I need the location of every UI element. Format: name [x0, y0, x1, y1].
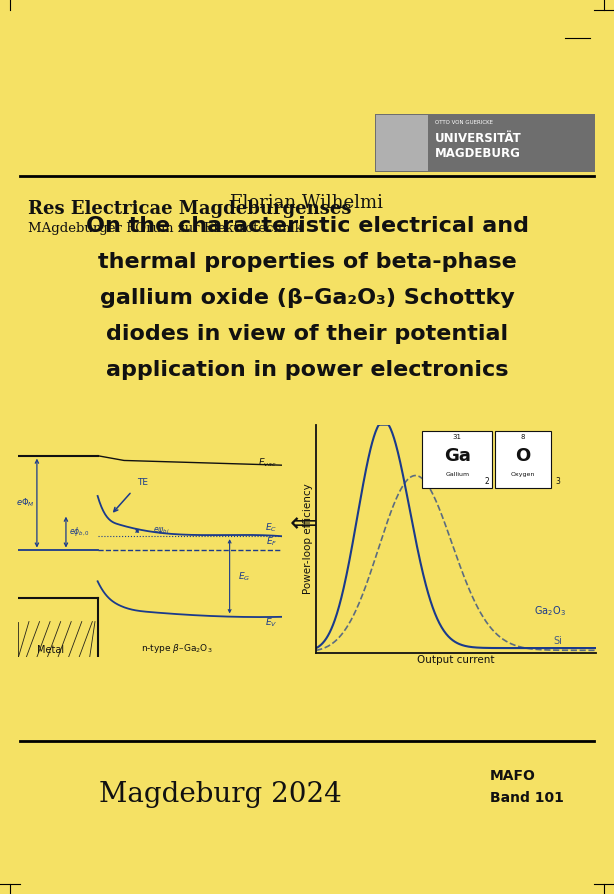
- Text: Magdeburg 2024: Magdeburg 2024: [99, 780, 341, 807]
- Text: MAFO: MAFO: [490, 769, 536, 783]
- Text: $e\psi_{bi}$: $e\psi_{bi}$: [153, 525, 169, 536]
- Text: $\Longleftrightarrow$: $\Longleftrightarrow$: [284, 508, 330, 536]
- Text: 3: 3: [555, 477, 560, 486]
- Text: diodes in view of their potential: diodes in view of their potential: [106, 324, 508, 344]
- Text: Oxygen: Oxygen: [511, 472, 535, 477]
- Text: TE: TE: [137, 477, 148, 486]
- Text: O: O: [515, 447, 530, 466]
- Text: 8: 8: [521, 434, 525, 440]
- Bar: [495, 432, 551, 488]
- Text: $E_{vac}$: $E_{vac}$: [258, 457, 277, 469]
- Text: 2: 2: [484, 477, 489, 486]
- Text: $E_V$: $E_V$: [265, 617, 277, 629]
- Text: UNIVERSITÄT: UNIVERSITÄT: [435, 132, 522, 145]
- Text: n-type $\beta$–Ga$_2$O$_3$: n-type $\beta$–Ga$_2$O$_3$: [141, 642, 212, 654]
- Text: Band 101: Band 101: [490, 791, 564, 805]
- Bar: [375, 114, 595, 172]
- Text: On the characteristic electrical and: On the characteristic electrical and: [85, 216, 529, 236]
- X-axis label: Output current: Output current: [417, 655, 495, 665]
- Text: application in power electronics: application in power electronics: [106, 360, 508, 380]
- Text: Si: Si: [554, 637, 562, 646]
- Text: $e\phi_{b,0}$: $e\phi_{b,0}$: [69, 525, 90, 538]
- Text: $E_C$: $E_C$: [265, 521, 277, 534]
- Text: $E_G$: $E_G$: [238, 570, 250, 583]
- Text: OTTO VON GUERICKE: OTTO VON GUERICKE: [435, 120, 493, 125]
- Text: 31: 31: [453, 434, 462, 440]
- Text: Ga: Ga: [444, 447, 471, 466]
- Bar: [376, 115, 428, 171]
- Text: Florian Wilhelmi: Florian Wilhelmi: [230, 194, 384, 212]
- Text: MAGDEBURG: MAGDEBURG: [435, 147, 521, 160]
- Y-axis label: Power-loop efficiency: Power-loop efficiency: [303, 484, 313, 594]
- Text: $E_F$: $E_F$: [266, 536, 277, 548]
- Text: gallium oxide (β–Ga₂O₃) Schottky: gallium oxide (β–Ga₂O₃) Schottky: [99, 288, 515, 308]
- Text: $e\Phi_M$: $e\Phi_M$: [15, 497, 34, 510]
- Text: Metal: Metal: [37, 645, 64, 654]
- Bar: [422, 432, 492, 488]
- Text: thermal properties of beta-phase: thermal properties of beta-phase: [98, 252, 516, 272]
- Text: MAgdeburger FOrum zur Elektrotechnik: MAgdeburger FOrum zur Elektrotechnik: [28, 222, 303, 235]
- Text: Res Electricae Magdeburgenses: Res Electricae Magdeburgenses: [28, 200, 351, 218]
- Text: Gallium: Gallium: [445, 472, 469, 477]
- Text: Ga$_2$O$_3$: Ga$_2$O$_3$: [534, 604, 566, 619]
